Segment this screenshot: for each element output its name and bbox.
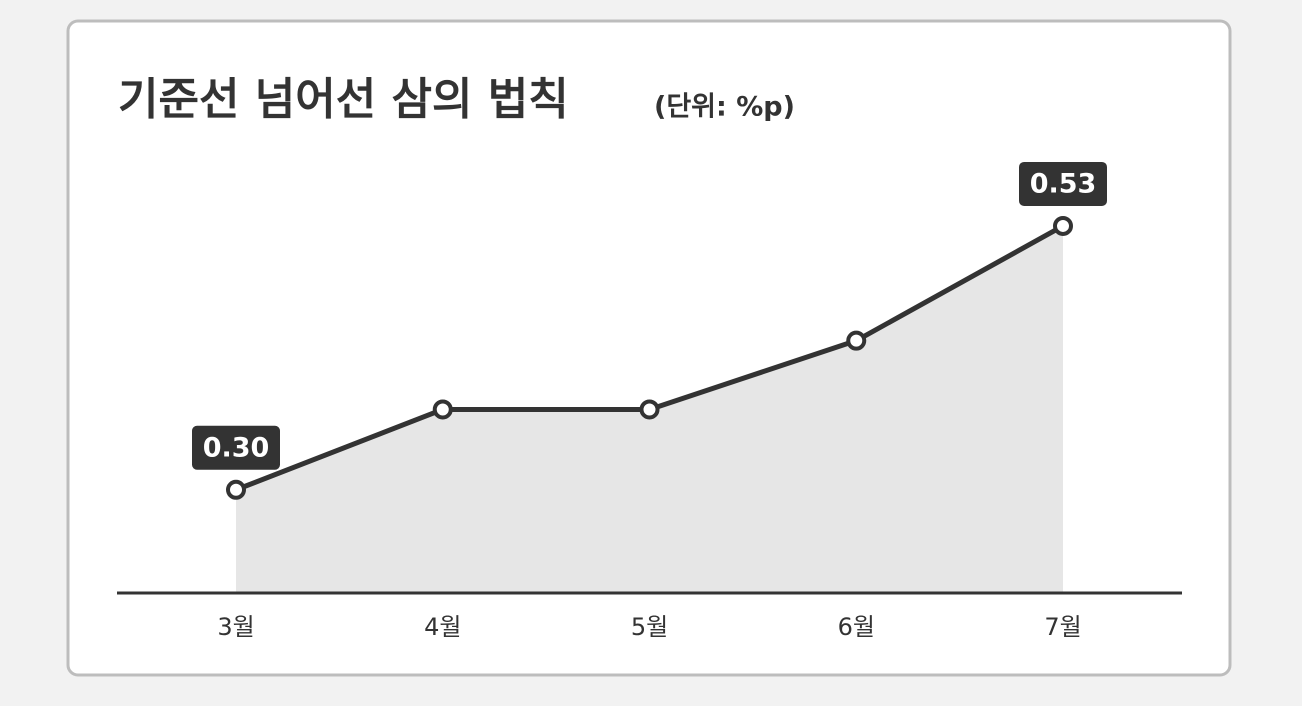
x-tick-label: 5월 xyxy=(631,613,668,641)
value-label-box xyxy=(192,425,280,470)
value-label-box xyxy=(1019,161,1107,206)
point xyxy=(432,399,453,420)
value-label: 0.53 xyxy=(1030,168,1097,199)
point xyxy=(846,330,867,351)
x-tick-label: 7월 xyxy=(1044,613,1081,641)
chart-subtitle: (단위: %p) xyxy=(654,92,795,123)
x-tick-label: 4월 xyxy=(424,613,461,641)
x-tick-label: 3월 xyxy=(217,613,254,641)
x-tick-label: 6월 xyxy=(838,613,875,641)
value-label: 0.30 xyxy=(203,432,270,463)
chart-title: 기준선 넘어선 삼의 법칙 xyxy=(118,74,569,125)
point xyxy=(1053,215,1073,236)
point xyxy=(639,399,660,420)
point xyxy=(226,479,246,500)
